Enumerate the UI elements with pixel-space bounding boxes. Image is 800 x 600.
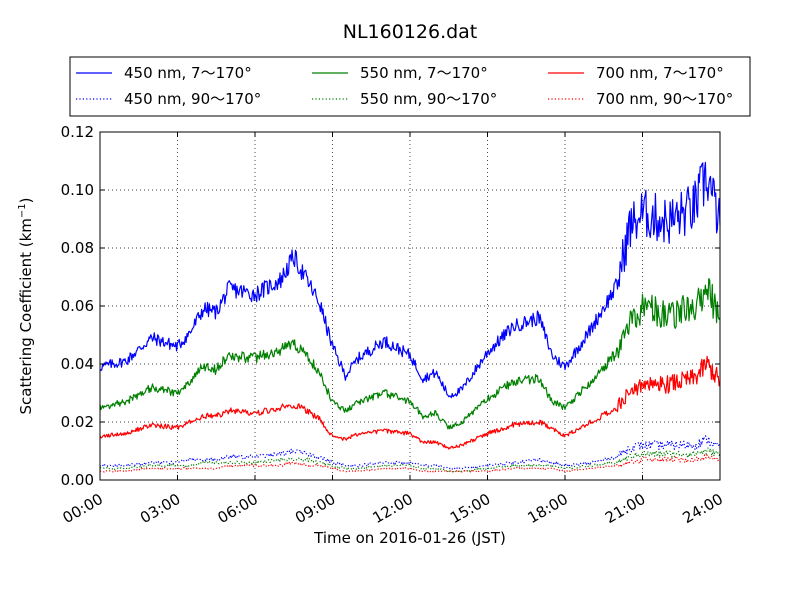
legend-label: 700 nm, 90～170° [596, 90, 733, 108]
series-line [99, 278, 721, 430]
y-tick-label: 0.12 [61, 123, 94, 141]
series-line [99, 355, 721, 450]
legend-items: 450 nm, 7～170° 550 nm, 7～170° 700 nm, 7～17… [76, 64, 733, 108]
legend-label: 700 nm, 7～170° [596, 64, 724, 82]
legend-box [69, 56, 751, 117]
y-axis-label-close: ) [17, 197, 35, 203]
legend-label: 550 nm, 90～170° [360, 90, 497, 108]
series-layer [99, 161, 721, 473]
y-tick-label: 0.10 [61, 181, 94, 199]
legend-label: 450 nm, 7～170° [124, 64, 252, 82]
y-axis-label-exponent: −1 [17, 203, 28, 218]
y-tick-label: 0.04 [61, 355, 94, 373]
chart-title: NL160126.dat [343, 21, 478, 43]
legend: 450 nm, 7～170° 550 nm, 7～170° 700 nm, 7～17… [69, 56, 751, 117]
y-axis-label: Scattering Coefficient (km−1) [17, 197, 35, 414]
y-tick-label: 0.06 [61, 297, 94, 315]
y-tick-label: 0.02 [61, 413, 94, 431]
x-axis-label: Time on 2016-01-26 (JST) [313, 529, 506, 547]
legend-label: 550 nm, 7～170° [360, 64, 488, 82]
series-line [99, 454, 721, 473]
legend-label: 450 nm, 90～170° [124, 90, 261, 108]
y-tick-label: 0.08 [61, 239, 94, 257]
series-line [99, 161, 721, 399]
series-line [99, 447, 721, 473]
y-tick-label: 0.00 [61, 471, 94, 489]
y-axis-label-text: Scattering Coefficient (km [17, 218, 35, 414]
grid-lines [100, 132, 720, 480]
